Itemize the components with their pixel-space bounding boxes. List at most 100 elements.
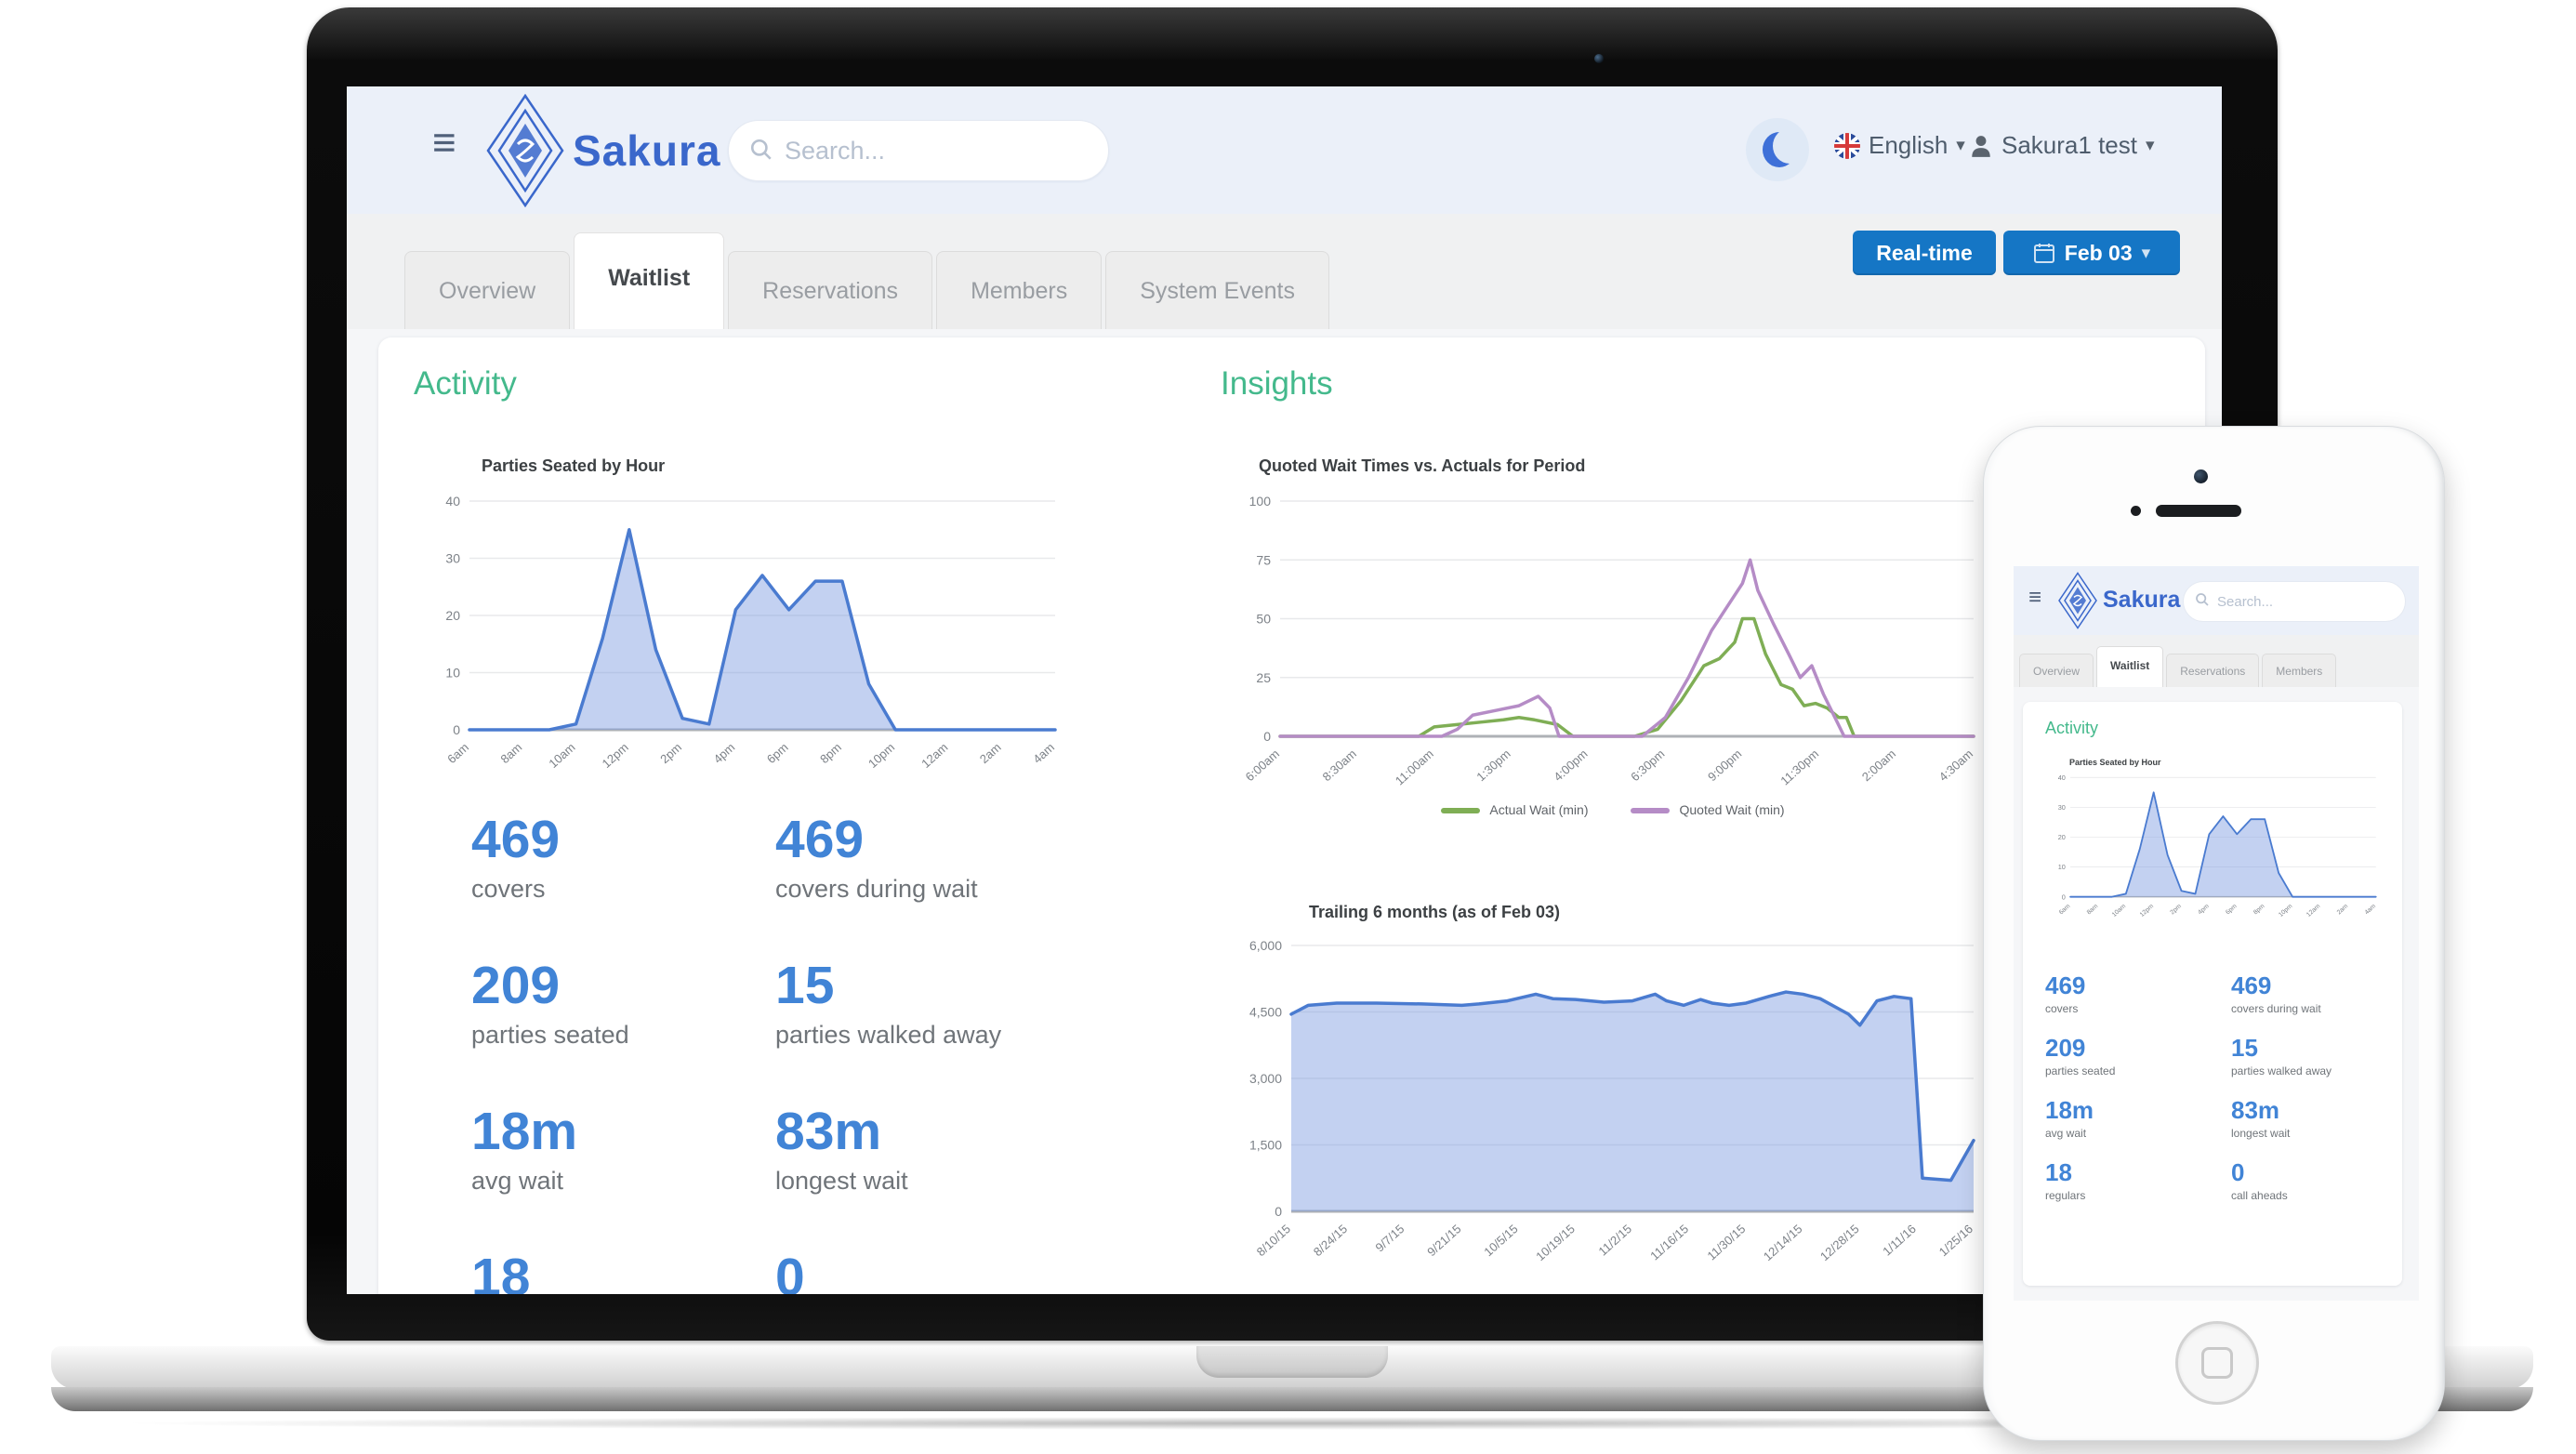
svg-text:2am: 2am bbox=[977, 740, 1004, 766]
quoted-wait-swatch bbox=[1631, 808, 1671, 814]
stat-covers-during-wait: 469 covers during wait bbox=[775, 813, 1079, 904]
stat-longest-wait: 83m longest wait bbox=[775, 1105, 1079, 1196]
svg-text:11/2/15: 11/2/15 bbox=[1595, 1222, 1634, 1259]
svg-text:30: 30 bbox=[2058, 803, 2066, 812]
svg-text:8am: 8am bbox=[2086, 903, 2100, 916]
svg-text:20: 20 bbox=[2058, 833, 2066, 841]
activity-stats: 469 covers 469 covers during wait 209 pa… bbox=[471, 813, 1085, 1295]
date-picker-button[interactable]: Feb 03 ▾ bbox=[2003, 231, 2180, 275]
parties-chart-title: Parties Seated by Hour bbox=[2069, 758, 2161, 767]
svg-text:10/5/15: 10/5/15 bbox=[1481, 1222, 1520, 1259]
search-input[interactable] bbox=[2215, 586, 2396, 617]
stat-value: 0 bbox=[775, 1248, 805, 1295]
tab-reservations[interactable]: Reservations bbox=[2166, 654, 2260, 688]
phone-speaker bbox=[2156, 505, 2241, 517]
user-name-label: Sakura1 test bbox=[2001, 131, 2137, 159]
svg-text:1/11/16: 1/11/16 bbox=[1880, 1222, 1919, 1259]
svg-text:10pm: 10pm bbox=[2278, 903, 2294, 919]
laptop-screen: ≡ Sakura bbox=[347, 86, 2222, 1294]
activity-section-title: Activity bbox=[2045, 719, 2099, 737]
svg-text:10pm: 10pm bbox=[865, 740, 897, 771]
svg-text:12pm: 12pm bbox=[600, 740, 631, 771]
phone-screen: ≡ Sakura Overview bbox=[2014, 566, 2419, 1301]
user-dropdown[interactable]: Sakura1 test ▾ bbox=[1969, 131, 2155, 160]
svg-text:11:30pm: 11:30pm bbox=[1777, 747, 1821, 787]
trailing-six-months-chart: 0 1,500 3,000 4,500 6,000 8/10/15 8/24/15 9/7/1… bbox=[1249, 938, 1975, 1263]
wait-times-legend: Actual Wait (min) Quoted Wait (min) bbox=[1236, 802, 1989, 817]
search-box bbox=[728, 120, 1109, 181]
svg-text:12/14/15: 12/14/15 bbox=[1761, 1222, 1805, 1263]
svg-text:10am: 10am bbox=[546, 740, 577, 771]
tab-system-events[interactable]: System Events bbox=[1105, 251, 1329, 330]
svg-text:4,500: 4,500 bbox=[1249, 1005, 1282, 1020]
dark-mode-toggle[interactable] bbox=[1746, 118, 1809, 181]
stat-value: 18m bbox=[471, 1102, 578, 1161]
svg-text:0: 0 bbox=[2062, 892, 2066, 901]
svg-text:20: 20 bbox=[445, 608, 460, 623]
tab-overview[interactable]: Overview bbox=[2019, 654, 2094, 688]
home-button[interactable] bbox=[2175, 1321, 2259, 1405]
phone-sensor bbox=[2131, 506, 2141, 516]
wait-times-chart-title: Quoted Wait Times vs. Actuals for Period bbox=[1259, 456, 1586, 475]
svg-text:11/16/15: 11/16/15 bbox=[1647, 1222, 1691, 1262]
trailing-chart-title: Trailing 6 months (as of Feb 03) bbox=[1309, 903, 1561, 921]
dashboard-card: Activity Parties Seated by Hour 0 10 20 30 4… bbox=[378, 337, 2205, 1294]
stat-call-aheads: 0 call aheads bbox=[775, 1248, 1079, 1295]
phone-bezel: ≡ Sakura Overview bbox=[1983, 426, 2445, 1441]
language-label: English bbox=[1869, 131, 1949, 159]
svg-text:2pm: 2pm bbox=[657, 740, 684, 766]
realtime-button[interactable]: Real-time bbox=[1853, 231, 1996, 275]
moon-icon bbox=[1763, 132, 1796, 167]
tab-reservations[interactable]: Reservations bbox=[728, 251, 933, 330]
svg-text:4:00pm: 4:00pm bbox=[1551, 747, 1590, 784]
svg-text:4am: 4am bbox=[2364, 903, 2378, 916]
chevron-down-icon: ▾ bbox=[1956, 136, 1965, 155]
tab-waitlist[interactable]: Waitlist bbox=[2096, 646, 2164, 688]
stat-covers: 469 covers bbox=[2045, 972, 2086, 1015]
realtime-button-label: Real-time bbox=[1876, 240, 1973, 265]
search-input[interactable] bbox=[783, 126, 1093, 175]
tab-members[interactable]: Members bbox=[2262, 654, 2337, 688]
tab-waitlist[interactable]: Waitlist bbox=[574, 232, 725, 330]
mobile-activity-stats: 469 covers 469 covers during wait 209 parti… bbox=[2045, 973, 2389, 1223]
svg-text:2pm: 2pm bbox=[2169, 903, 2183, 916]
svg-text:12am: 12am bbox=[2305, 903, 2322, 919]
svg-text:10am: 10am bbox=[2111, 903, 2128, 919]
search-icon bbox=[750, 139, 772, 160]
tab-overview[interactable]: Overview bbox=[404, 251, 571, 330]
stat-parties-seated: 209 parties seated bbox=[471, 959, 775, 1050]
svg-text:4am: 4am bbox=[1030, 740, 1057, 766]
svg-text:9:00pm: 9:00pm bbox=[1705, 747, 1744, 784]
svg-text:40: 40 bbox=[445, 494, 460, 509]
dashboard-content: Activity Parties Seated by Hour 0 10 20 30 4… bbox=[347, 329, 2222, 1294]
parties-seated-chart: 0 10 20 30 40 6am 8am 10am 12pm 2pm 4pm 6pm 8pm 10pm 1… bbox=[2058, 773, 2378, 919]
mobile-top-navbar: ≡ Sakura bbox=[2014, 566, 2419, 635]
tab-members[interactable]: Members bbox=[936, 251, 1103, 330]
language-dropdown[interactable]: English ▾ bbox=[1834, 131, 1965, 160]
hamburger-menu-icon[interactable]: ≡ bbox=[2028, 585, 2042, 610]
calendar-icon bbox=[2033, 244, 2054, 263]
mobile-dashboard-content: Activity Parties Seated by Hour 0 10 20 30 4… bbox=[2014, 687, 2419, 1301]
svg-text:1:30pm: 1:30pm bbox=[1473, 747, 1513, 784]
svg-text:11/30/15: 11/30/15 bbox=[1704, 1222, 1748, 1262]
svg-text:12pm: 12pm bbox=[2139, 903, 2156, 919]
sakura-logo-icon bbox=[2058, 572, 2097, 629]
date-label: Feb 03 bbox=[2064, 240, 2133, 265]
mobile-tab-bar: Overview Waitlist Reservations Members bbox=[2014, 635, 2419, 688]
svg-text:9/7/15: 9/7/15 bbox=[1372, 1222, 1407, 1254]
svg-text:40: 40 bbox=[2058, 773, 2066, 782]
svg-text:2am: 2am bbox=[2336, 903, 2350, 916]
stat-avg-wait: 18m avg wait bbox=[471, 1105, 775, 1196]
stat-covers-during-wait: 469 covers during wait bbox=[2231, 972, 2321, 1015]
top-navbar: ≡ Sakura bbox=[347, 86, 2222, 214]
laptop-shadow bbox=[112, 1417, 2473, 1430]
parties-chart-title: Parties Seated by Hour bbox=[482, 456, 666, 475]
hamburger-menu-icon[interactable]: ≡ bbox=[432, 120, 456, 165]
svg-text:6:00am: 6:00am bbox=[1243, 747, 1282, 784]
stat-parties-seated: 209 parties seated bbox=[2045, 1034, 2116, 1077]
svg-text:0: 0 bbox=[1275, 1204, 1282, 1219]
legend-actual-wait: Actual Wait (min) bbox=[1441, 802, 1588, 817]
stat-label: parties walked away bbox=[775, 1021, 1002, 1049]
svg-text:4pm: 4pm bbox=[711, 740, 738, 766]
svg-text:8pm: 8pm bbox=[2252, 903, 2266, 916]
